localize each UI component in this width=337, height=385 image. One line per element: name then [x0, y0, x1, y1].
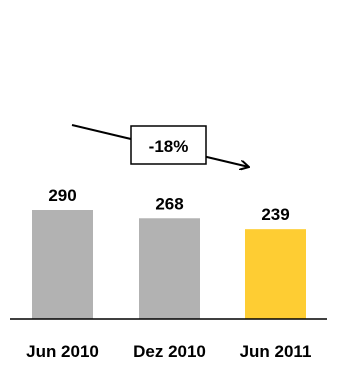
x-tick-label-jun-2010: Jun 2010 [26, 342, 99, 361]
value-label-dez-2010: 268 [155, 194, 183, 213]
x-tick-label-dez-2010: Dez 2010 [133, 342, 206, 361]
bar-dez-2010 [139, 218, 200, 319]
bar-jun-2011 [245, 229, 306, 319]
x-tick-label-jun-2011: Jun 2011 [240, 342, 312, 361]
bars-group [32, 210, 306, 319]
change-box [130, 125, 207, 165]
bar-jun-2010 [32, 210, 93, 319]
value-label-jun-2011: 239 [261, 205, 289, 224]
x-tick-labels-group: Jun 2010 Dez 2010 Jun 2011 [26, 342, 311, 361]
value-labels-group: 290 268 239 [48, 186, 289, 224]
change-label: -18% [149, 137, 189, 156]
value-label-jun-2010: 290 [48, 186, 76, 205]
change-annotation: -18% [71, 124, 249, 167]
